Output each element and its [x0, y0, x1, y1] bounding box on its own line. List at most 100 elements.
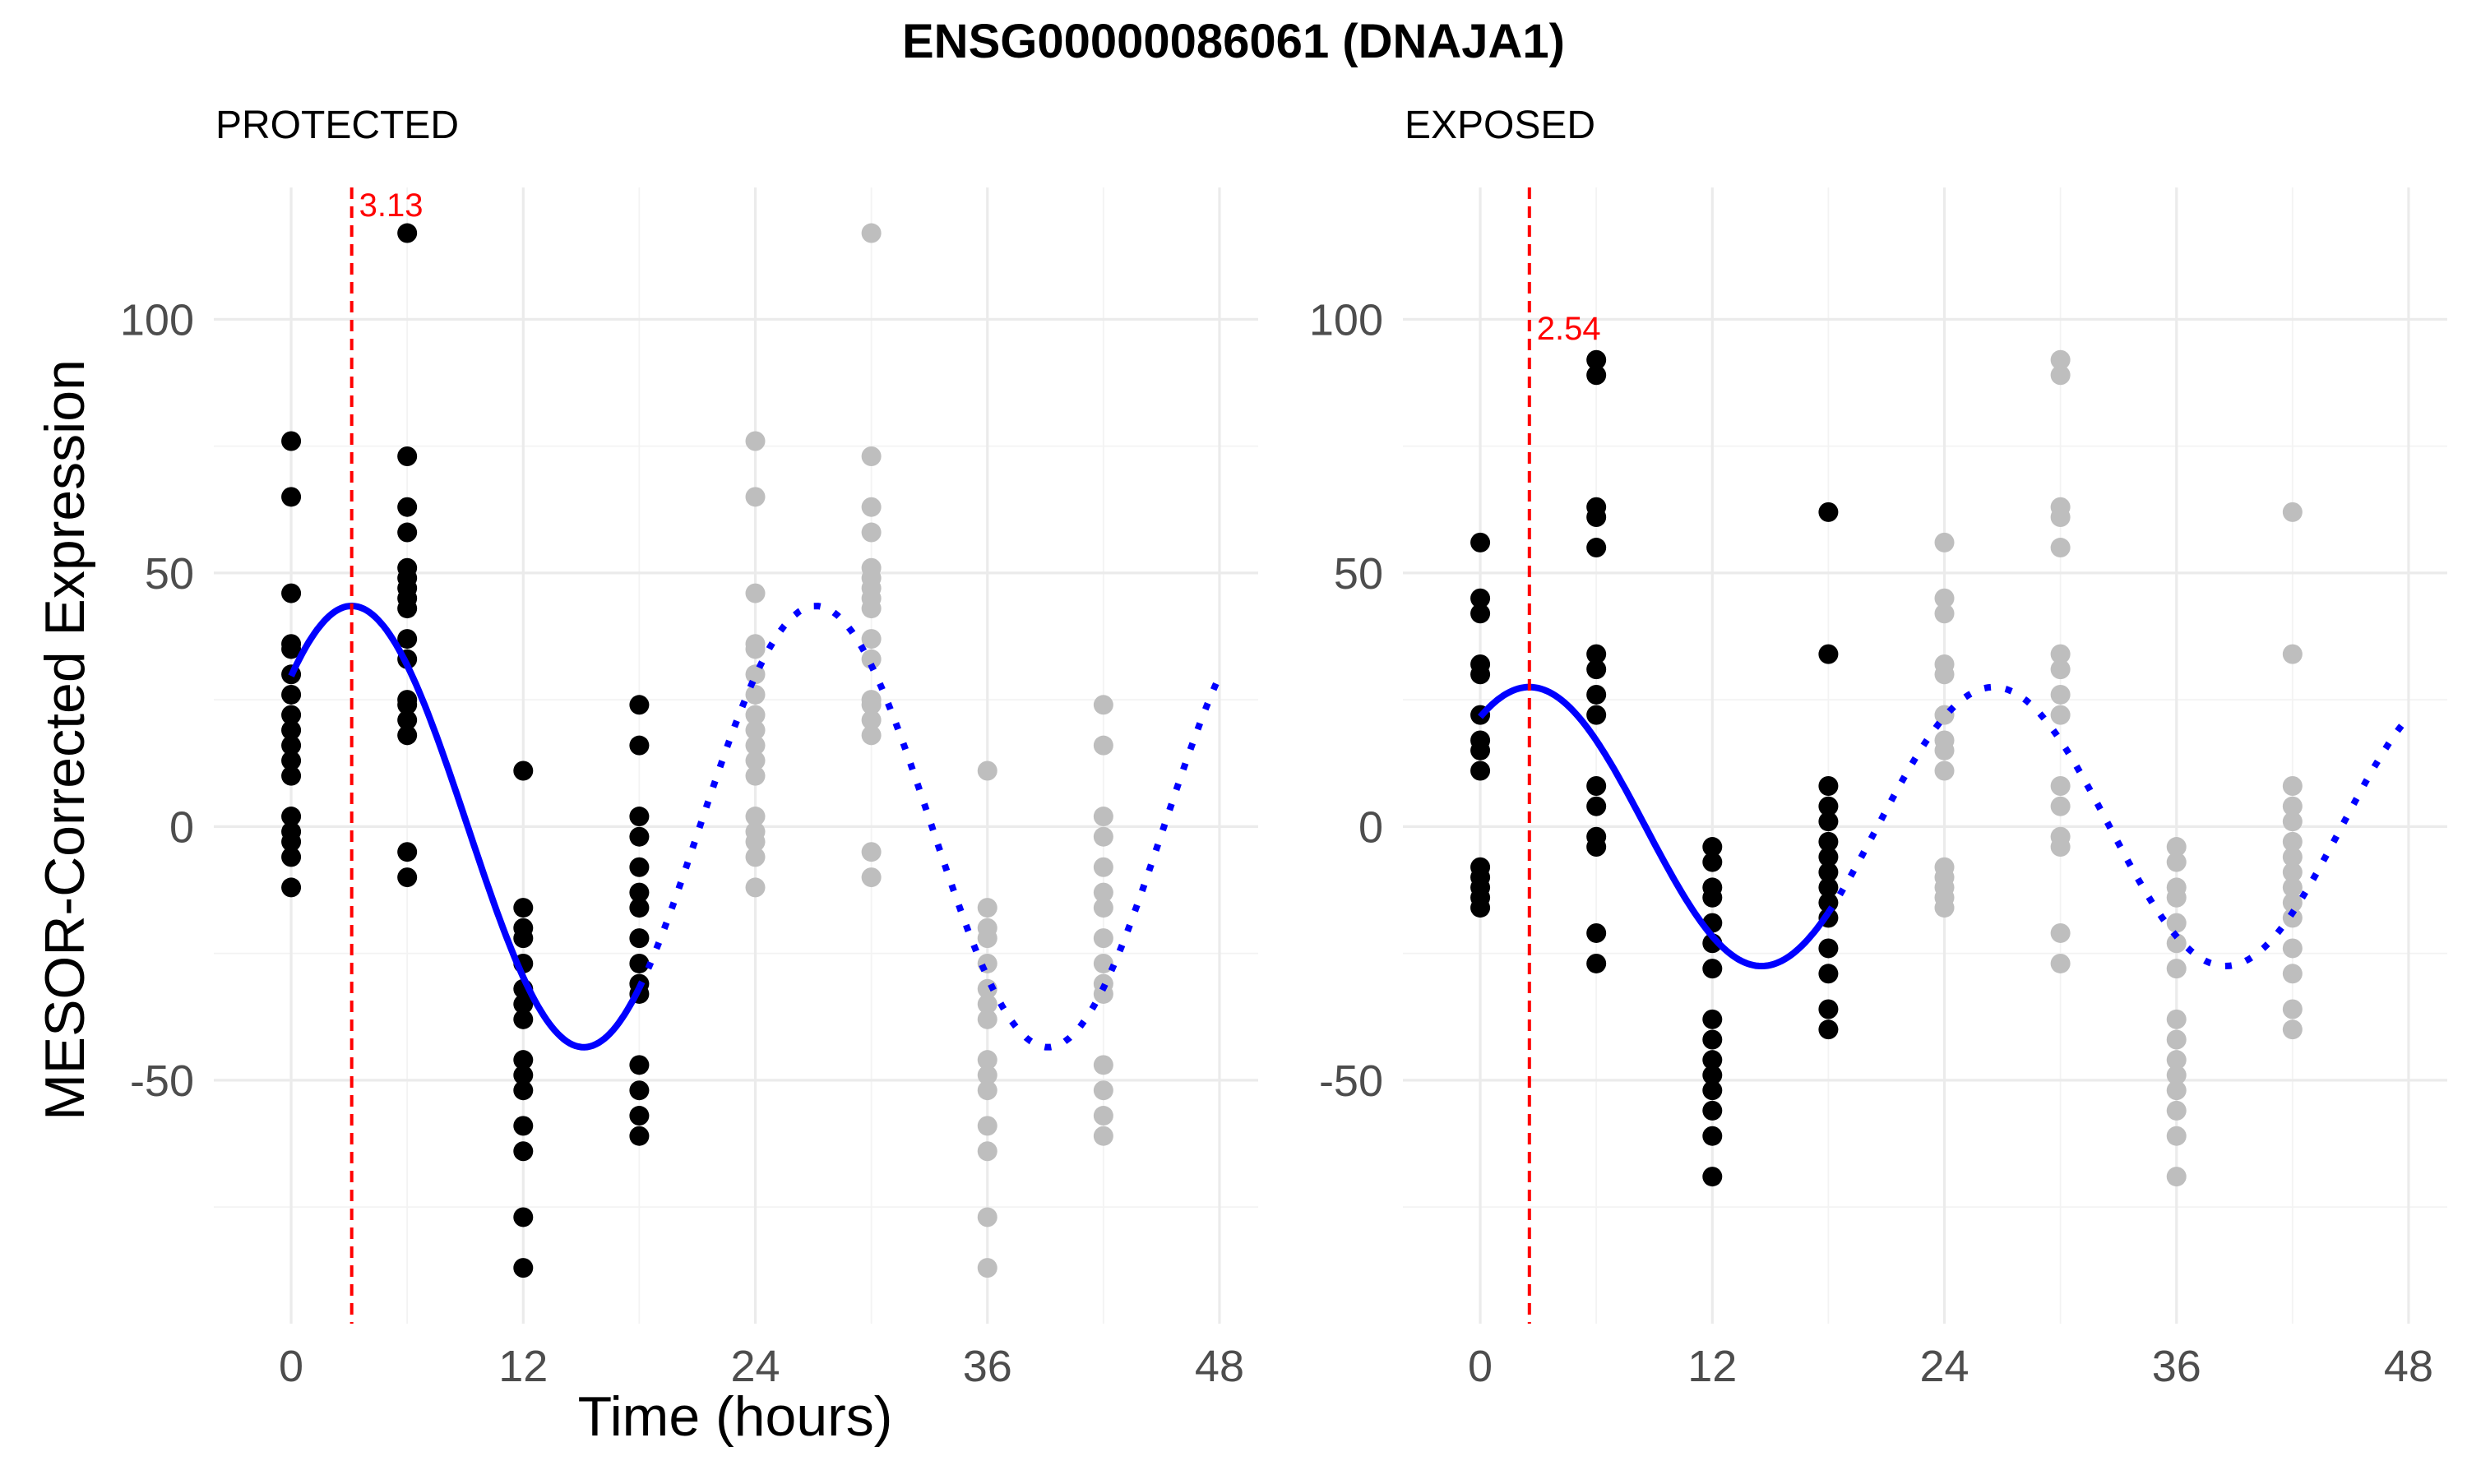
data-point [1818, 862, 1839, 882]
data-point [397, 629, 418, 650]
data-point-repeated [977, 1116, 997, 1136]
data-point [1586, 538, 1607, 558]
data-point [1702, 1167, 1723, 1187]
data-point [629, 953, 650, 973]
y-tick-label: -50 [1319, 1056, 1383, 1106]
data-point [513, 1258, 534, 1278]
data-point-repeated [2282, 502, 2303, 522]
data-point-repeated [977, 994, 997, 1015]
data-point-repeated [2282, 999, 2303, 1019]
data-point-repeated [2166, 1065, 2187, 1085]
data-point [281, 431, 302, 451]
data-point-repeated [1093, 1080, 1113, 1101]
data-point-repeated [1093, 735, 1113, 756]
data-point-repeated [2282, 644, 2303, 664]
data-point [281, 583, 302, 603]
data-point-repeated [1093, 1126, 1113, 1146]
data-point-repeated [2166, 933, 2187, 954]
data-point [1586, 365, 1607, 386]
fit-curve-solid [1478, 683, 1831, 970]
data-point [1818, 831, 1839, 852]
data-point [1702, 1009, 1723, 1029]
y-axis-title: MESOR-Corrected Expression [34, 359, 96, 1121]
data-point [1818, 847, 1839, 867]
data-point-repeated [745, 583, 766, 603]
data-point-repeated [977, 760, 997, 781]
data-point [1586, 705, 1607, 725]
data-point [281, 847, 302, 867]
data-point [513, 1207, 534, 1227]
data-point [281, 751, 302, 771]
y-tick-label: 0 [169, 802, 194, 852]
data-point-repeated [1934, 603, 1955, 624]
data-point-repeated [2050, 953, 2071, 973]
data-point [1586, 644, 1607, 664]
data-point-repeated [745, 877, 766, 898]
data-point-repeated [2282, 811, 2303, 832]
data-point-repeated [1093, 807, 1113, 827]
data-point-repeated [2050, 705, 2071, 725]
data-point-repeated [1934, 898, 1955, 918]
data-point [281, 831, 302, 852]
data-point-repeated [745, 431, 766, 451]
data-point-repeated [2166, 1100, 2187, 1121]
data-point-repeated [861, 710, 882, 730]
data-point-repeated [1093, 1055, 1113, 1075]
data-point [1702, 837, 1723, 858]
data-point [513, 760, 534, 781]
data-point [1470, 603, 1491, 624]
data-point [1702, 1029, 1723, 1050]
data-point [1702, 887, 1723, 908]
y-tick-label: 50 [145, 549, 194, 599]
data-point-repeated [2050, 796, 2071, 816]
data-point [281, 877, 302, 898]
data-point-repeated [1934, 664, 1955, 685]
data-point [397, 695, 418, 715]
data-point-repeated [1093, 898, 1113, 918]
panel-strip-label: PROTECTED [215, 104, 459, 147]
x-tick-label: 0 [1468, 1342, 1493, 1391]
data-point [397, 725, 418, 746]
panel-exposed: EXPOSED 0 12 24 36 48 -50 0 50 100 2.54 [1309, 104, 2447, 1391]
data-point-repeated [2166, 1050, 2187, 1070]
data-point-repeated [977, 1080, 997, 1101]
data-point-repeated [745, 684, 766, 705]
data-point [513, 1050, 534, 1070]
data-point [1586, 684, 1607, 705]
data-point [1818, 644, 1839, 664]
x-tick-label: 0 [279, 1342, 303, 1391]
data-point [629, 1055, 650, 1075]
x-tick-label: 36 [963, 1342, 1012, 1391]
data-point [629, 1106, 650, 1126]
data-point [281, 765, 302, 786]
data-point-repeated [745, 720, 766, 741]
data-point-repeated [745, 735, 766, 756]
data-point-repeated [2166, 913, 2187, 933]
data-point-repeated [2050, 837, 2071, 858]
acrophase-label: 2.54 [1537, 311, 1601, 347]
data-point-repeated [2050, 684, 2071, 705]
data-point-repeated [2166, 1029, 2187, 1050]
data-point [629, 857, 650, 877]
data-point [281, 735, 302, 756]
data-point [1818, 811, 1839, 832]
data-point-repeated [745, 765, 766, 786]
data-point-repeated [1093, 1106, 1113, 1126]
data-point [1470, 740, 1491, 760]
data-point-repeated [1934, 760, 1955, 781]
panel-protected: PROTECTED 0 12 24 36 48 -50 0 50 100 3.13 [120, 104, 1258, 1391]
x-tick-label: 24 [730, 1342, 780, 1391]
data-point [281, 705, 302, 725]
data-point [1586, 796, 1607, 816]
data-point-repeated [2050, 659, 2071, 680]
data-point-repeated [977, 953, 997, 973]
data-point [1702, 1065, 1723, 1085]
data-point-repeated [2166, 852, 2187, 872]
data-point [629, 928, 650, 949]
data-point [281, 684, 302, 705]
data-point-repeated [2050, 538, 2071, 558]
data-point [629, 1080, 650, 1101]
data-point-repeated [1934, 740, 1955, 760]
data-point [281, 807, 302, 827]
data-point-repeated [2166, 1009, 2187, 1029]
